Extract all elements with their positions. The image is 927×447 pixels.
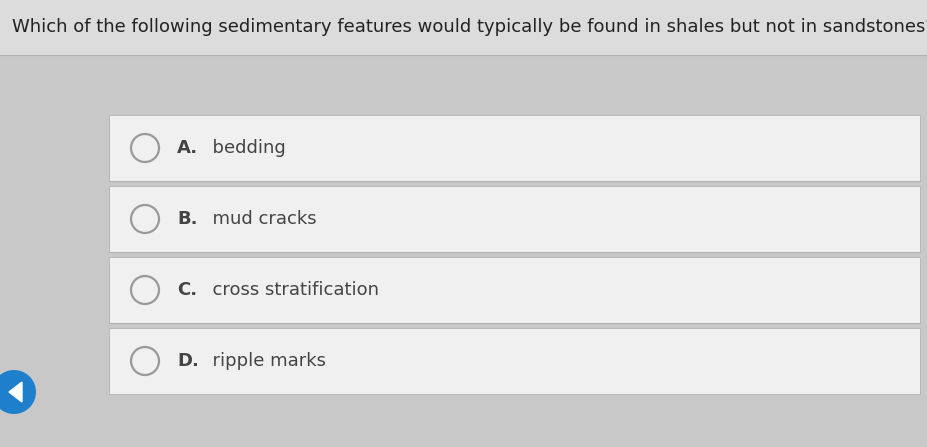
- Text: bedding: bedding: [201, 139, 286, 157]
- FancyBboxPatch shape: [108, 186, 919, 252]
- Circle shape: [0, 370, 36, 414]
- FancyBboxPatch shape: [0, 0, 927, 55]
- Text: B.: B.: [177, 210, 197, 228]
- FancyBboxPatch shape: [108, 257, 919, 323]
- Text: mud cracks: mud cracks: [201, 210, 316, 228]
- Text: ripple marks: ripple marks: [201, 352, 325, 370]
- Text: Which of the following sedimentary features would typically be found in shales b: Which of the following sedimentary featu…: [12, 18, 927, 37]
- FancyBboxPatch shape: [108, 115, 919, 181]
- FancyBboxPatch shape: [108, 328, 919, 394]
- Text: D.: D.: [177, 352, 198, 370]
- Text: C.: C.: [177, 281, 197, 299]
- Text: cross stratification: cross stratification: [201, 281, 378, 299]
- Polygon shape: [9, 382, 22, 402]
- Text: A.: A.: [177, 139, 197, 157]
